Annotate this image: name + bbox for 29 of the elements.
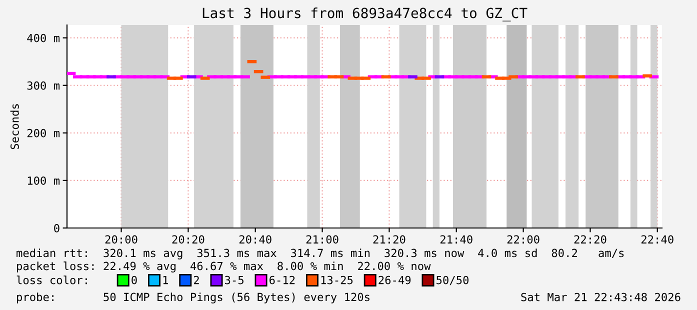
x-tick-label: 21:20: [373, 235, 406, 244]
legend-label: 1: [163, 276, 168, 284]
legend-label: 0: [132, 276, 137, 284]
legend-label: 26-49: [378, 276, 411, 284]
legend-title: loss color:: [16, 276, 87, 284]
x-tick-label: 22:00: [507, 235, 540, 244]
x-tick-label: 20:40: [239, 235, 272, 244]
text: Sat Mar 21 22:43:48 2026: [521, 292, 680, 302]
legend-label: 50/50: [436, 276, 469, 286]
text: probe: 50 ICMP Echo Pings (56 Bytes) every 120s: [17, 292, 370, 304]
y-tick-label: 300 m: [27, 81, 60, 90]
y-tick-label: 0: [54, 224, 60, 232]
legend-label: 13-25: [321, 276, 353, 284]
y-axis-title: Seconds: [10, 104, 19, 150]
text: median rtt: 320.1 ms avg 351.3 ms max 314.7 ms min 320.3 ms now 4.0 ms sd 80.2 am/s: [16, 248, 624, 260]
legend-label: 6-12: [270, 276, 295, 284]
x-tick-label: 21:00: [306, 235, 338, 244]
x-tick-label: 21:40: [440, 235, 472, 244]
x-tick-label: 20:20: [172, 235, 204, 244]
legend-label: 2: [194, 276, 199, 284]
x-tick-label: 22:40: [641, 235, 674, 244]
y-tick-label: 400 m: [27, 34, 60, 42]
x-tick-label: 20:00: [105, 235, 138, 244]
legend-label: 3-5: [225, 276, 244, 284]
x-tick-label: 22:20: [574, 235, 606, 244]
text: packet loss: 22.49 % avg 46.67 % max 8.00 % min 22.00 % now: [17, 262, 431, 272]
chart-title: Last 3 Hours from 6893a47e8cc4 to GZ_CT: [202, 8, 528, 22]
y-tick-label: 100 m: [28, 176, 60, 185]
y-tick-label: 200 m: [27, 128, 60, 138]
